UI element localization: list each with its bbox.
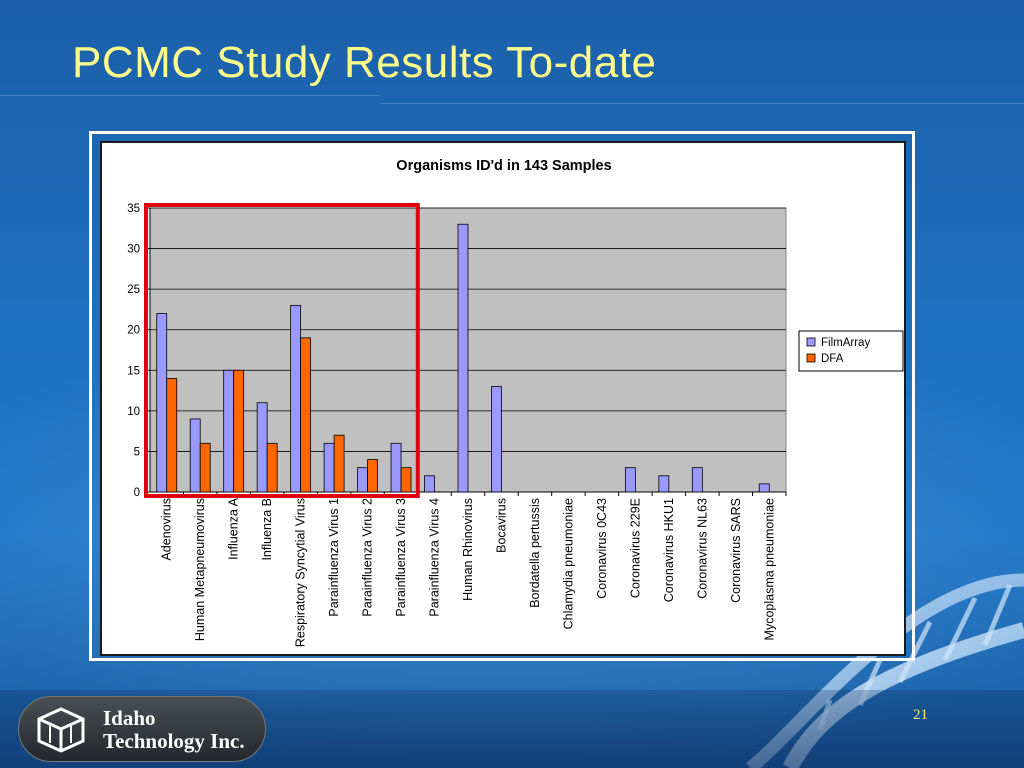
logo-line1: Idaho [103,706,156,730]
bar-chart: Organisms ID'd in 143 Samples 0 5 10 15 20 25… [127,158,904,647]
slide-title: PCMC Study Results To-date [72,38,657,87]
bar-filmarray-16 [691,467,703,493]
x-category-label: Respiratory Syncytial Virus [294,498,308,647]
x-category-label: Coronavirus HKU1 [662,498,676,602]
decorative-line [380,103,1024,104]
bar-filmarray-7 [390,442,402,493]
y-tick-label: 35 [127,203,140,215]
x-category-label: Coronavirus NL63 [695,498,709,599]
bar-dfa-6 [367,459,378,493]
x-category-label: Adenovirus [160,498,174,561]
legend [798,330,904,372]
y-tick-label: 25 [127,284,140,296]
bar-dfa-2 [233,369,245,493]
legend-swatch-dfa [806,353,816,363]
chart-frame [89,131,915,661]
company-logo: Idaho Technology Inc. [18,696,266,762]
x-category-label: Parainfluenza Virus 1 [327,498,341,617]
bar-dfa-1 [199,442,211,493]
bar-dfa-5 [333,434,345,493]
x-category-label: Coronavirus 0C43 [595,498,609,599]
x-category-label: Coronavirus SARS [729,498,743,603]
x-category-label: Parainfluenza Virus 3 [394,498,408,617]
page-number: 21 [913,707,928,723]
x-category-label: Human Metapneumovirus [193,498,207,641]
x-category-label: Parainfluenza Virus 2 [361,498,375,617]
bar-dfa-0 [166,377,178,493]
bar-filmarray-14 [624,467,636,493]
bar-filmarray-8 [424,475,435,493]
bar-dfa-4 [300,337,312,493]
legend-label-filmarray: FilmArray [821,337,870,349]
chart-area: Organisms ID'd in 143 Samples 0 5 10 15 20 25… [100,141,906,656]
highlight-box [144,203,420,498]
legend-label-dfa: DFA [821,353,844,365]
bar-filmarray-1 [189,418,201,493]
x-category-label: Influenza B [260,498,274,561]
logo-line2: Technology Inc. [103,729,245,753]
y-tick-label: 30 [127,244,140,256]
bar-filmarray-4 [290,304,302,493]
x-category-label: Bocavirus [494,498,508,553]
bar-filmarray-3 [256,402,268,493]
y-tick-label: 5 [134,446,140,458]
y-tick-label: 20 [127,325,140,337]
logo-cube-icon [37,707,85,753]
x-category-label: Bordatella pertussis [528,498,542,608]
bar-filmarray-6 [357,467,368,493]
bar-filmarray-2 [223,369,235,493]
y-tick-label: 10 [127,406,140,418]
bar-filmarray-18 [758,483,770,493]
logo-text: Idaho Technology Inc. [103,707,245,753]
bar-filmarray-0 [156,313,168,493]
bar-filmarray-10 [491,386,502,493]
bar-dfa-7 [400,467,412,493]
x-category-label: Influenza A [227,497,241,560]
bar-filmarray-15 [658,475,670,493]
x-category-label: Chlamydia pneumoniae [561,498,575,629]
bar-dfa-3 [266,442,278,493]
x-category-label: Mycoplasma pneumoniae [762,498,776,640]
y-tick-label: 0 [134,487,140,499]
bar-filmarray-9 [457,223,469,493]
chart-title: Organisms ID'd in 143 Samples [396,158,611,174]
legend-swatch-filmarray [806,337,816,347]
y-tick-label: 15 [127,365,140,377]
bar-filmarray-5 [323,442,335,493]
x-category-label: Parainfluenza Virus 4 [428,498,442,617]
decorative-line [0,95,380,96]
x-category-label: Human Rhinovirus [461,498,475,601]
x-category-label: Coronavirus 229E [628,498,642,598]
